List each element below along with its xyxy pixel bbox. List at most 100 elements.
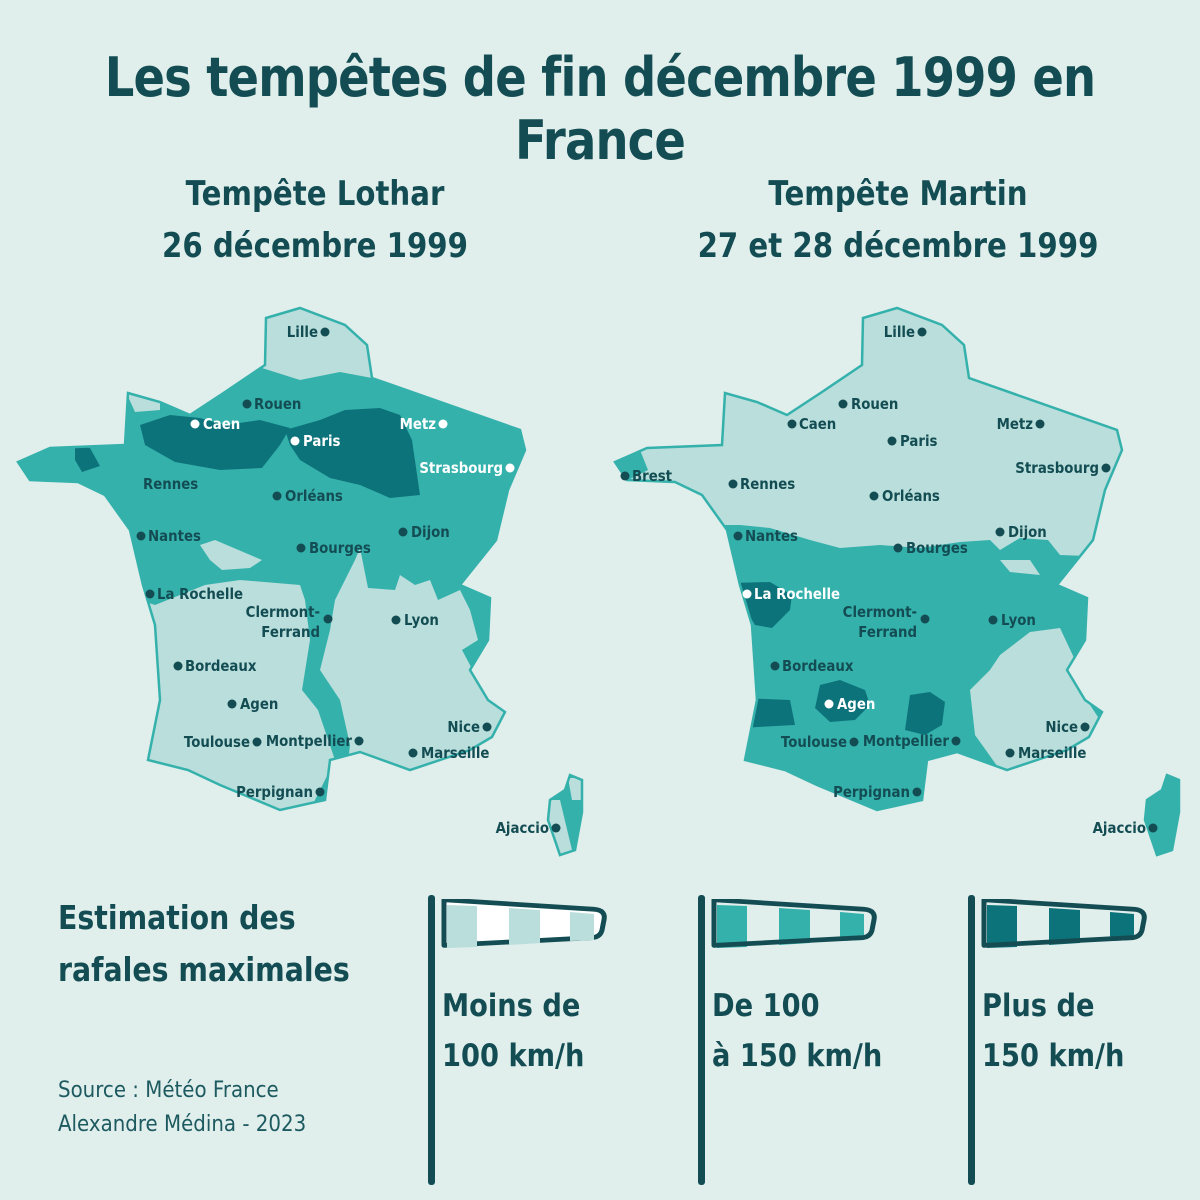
city-dot bbox=[252, 737, 262, 747]
city-dot bbox=[728, 479, 738, 489]
city-dot bbox=[1148, 823, 1158, 833]
city-label: Lyon bbox=[404, 612, 439, 629]
legend-mid-line1: De 100 bbox=[712, 988, 820, 1024]
city-dot bbox=[173, 661, 183, 671]
city-label: Ferrand bbox=[261, 624, 320, 641]
lothar-cities: Lille Rouen Caen Metz Paris Strasbourg Rennes O… bbox=[136, 324, 561, 837]
legend-title: Estimation des rafales maximales bbox=[58, 892, 350, 996]
city-label: Nantes bbox=[745, 528, 798, 545]
city-label: Lille bbox=[287, 324, 318, 341]
windsock-mid-icon bbox=[711, 899, 877, 948]
city-label: Bourges bbox=[309, 540, 371, 557]
city-label: Lille bbox=[884, 324, 915, 341]
city-dot bbox=[620, 471, 630, 481]
lothar-map bbox=[16, 306, 584, 857]
city-label: Caen bbox=[203, 416, 240, 433]
city-dot bbox=[408, 748, 418, 758]
city-dot bbox=[893, 543, 903, 553]
city-dot bbox=[824, 699, 834, 709]
city-dot bbox=[354, 736, 364, 746]
city-label: Nantes bbox=[148, 528, 201, 545]
city-dot bbox=[272, 491, 282, 501]
city-label: Rouen bbox=[851, 396, 898, 413]
source-credit: Source : Météo France Alexandre Médina -… bbox=[58, 1074, 306, 1142]
city-dot bbox=[136, 531, 146, 541]
lothar-date: 26 décembre 1999 bbox=[161, 226, 468, 266]
city-label: Ferrand bbox=[858, 624, 917, 641]
legend-high-line2: 150 km/h bbox=[982, 1038, 1125, 1074]
city-label: Bourges bbox=[906, 540, 968, 557]
city-dot bbox=[988, 615, 998, 625]
author-line: Alexandre Médina - 2023 bbox=[58, 1112, 307, 1137]
city-label: La Rochelle bbox=[157, 586, 243, 603]
city-label: Rennes bbox=[143, 476, 198, 493]
page-title: Les tempêtes de fin décembre 1999 en Fra… bbox=[104, 46, 1096, 172]
windsock-high-icon bbox=[981, 899, 1147, 948]
city-label: Nice bbox=[447, 719, 480, 736]
martin-date: 27 et 28 décembre 1999 bbox=[697, 226, 1099, 266]
city-label: Orléans bbox=[882, 488, 940, 505]
source-line: Source : Météo France bbox=[58, 1078, 279, 1103]
city-dot bbox=[770, 661, 780, 671]
city-label: Brest bbox=[632, 468, 672, 485]
legend-item-high: Plus de 150 km/h bbox=[968, 895, 1200, 1185]
legend-title-line2: rafales maximales bbox=[58, 950, 350, 989]
city-dot bbox=[920, 614, 930, 624]
city-label: Marseille bbox=[421, 745, 490, 762]
city-dot bbox=[242, 399, 252, 409]
city-label: Ajaccio bbox=[1093, 820, 1146, 837]
legend-low-line2: 100 km/h bbox=[442, 1038, 585, 1074]
city-dot bbox=[917, 327, 927, 337]
city-dot bbox=[290, 436, 300, 446]
city-dot bbox=[391, 615, 401, 625]
city-label: Agen bbox=[240, 696, 278, 713]
city-label: Strasbourg bbox=[419, 460, 503, 477]
city-dot bbox=[1101, 463, 1111, 473]
city-label: Dijon bbox=[1008, 524, 1047, 541]
martin-map bbox=[613, 306, 1181, 857]
martin-heading: Tempête Martin 27 et 28 décembre 1999 bbox=[657, 168, 1139, 272]
city-dot bbox=[227, 699, 237, 709]
city-dot bbox=[551, 823, 561, 833]
city-dot bbox=[505, 463, 515, 473]
city-label: Marseille bbox=[1018, 745, 1087, 762]
lothar-name: Tempête Lothar bbox=[185, 174, 445, 214]
legend-item-low: Moins de 100 km/h bbox=[428, 895, 678, 1185]
city-dot bbox=[438, 419, 448, 429]
legend-mid-line2: à 150 km/h bbox=[712, 1038, 883, 1074]
city-dot bbox=[190, 419, 200, 429]
city-label: Rennes bbox=[740, 476, 795, 493]
city-label: Bordeaux bbox=[782, 658, 854, 675]
city-dot bbox=[482, 722, 492, 732]
legend-label-low: Moins de 100 km/h bbox=[442, 981, 584, 1081]
city-dot bbox=[787, 419, 797, 429]
city-label: Montpellier bbox=[863, 733, 950, 750]
legend-label-mid: De 100 à 150 km/h bbox=[712, 981, 882, 1081]
city-label: Toulouse bbox=[781, 734, 847, 751]
city-label: Ajaccio bbox=[496, 820, 549, 837]
city-label: Orléans bbox=[285, 488, 343, 505]
storm-maps: Lille Rouen Caen Metz Paris Strasbourg Rennes O… bbox=[16, 306, 1181, 857]
city-label: Perpignan bbox=[833, 784, 910, 801]
city-label: Paris bbox=[303, 433, 340, 450]
city-label: La Rochelle bbox=[754, 586, 840, 603]
city-dot bbox=[742, 589, 752, 599]
city-label: Nice bbox=[1045, 719, 1078, 736]
city-label: Lyon bbox=[1001, 612, 1036, 629]
city-label: Bordeaux bbox=[185, 658, 257, 675]
city-label: Toulouse bbox=[184, 734, 250, 751]
city-dot bbox=[1035, 419, 1045, 429]
city-dot bbox=[838, 399, 848, 409]
city-label: Agen bbox=[837, 696, 875, 713]
city-dot bbox=[912, 787, 922, 797]
city-label: Montpellier bbox=[266, 733, 353, 750]
city-dot bbox=[849, 737, 859, 747]
windsock-pole bbox=[968, 895, 975, 1185]
city-dot bbox=[323, 614, 333, 624]
city-dot bbox=[995, 527, 1005, 537]
legend-high-line1: Plus de bbox=[982, 988, 1095, 1024]
city-dot bbox=[145, 589, 155, 599]
legend-label-high: Plus de 150 km/h bbox=[982, 981, 1124, 1081]
city-label: Clermont- bbox=[246, 604, 320, 621]
city-dot bbox=[296, 543, 306, 553]
